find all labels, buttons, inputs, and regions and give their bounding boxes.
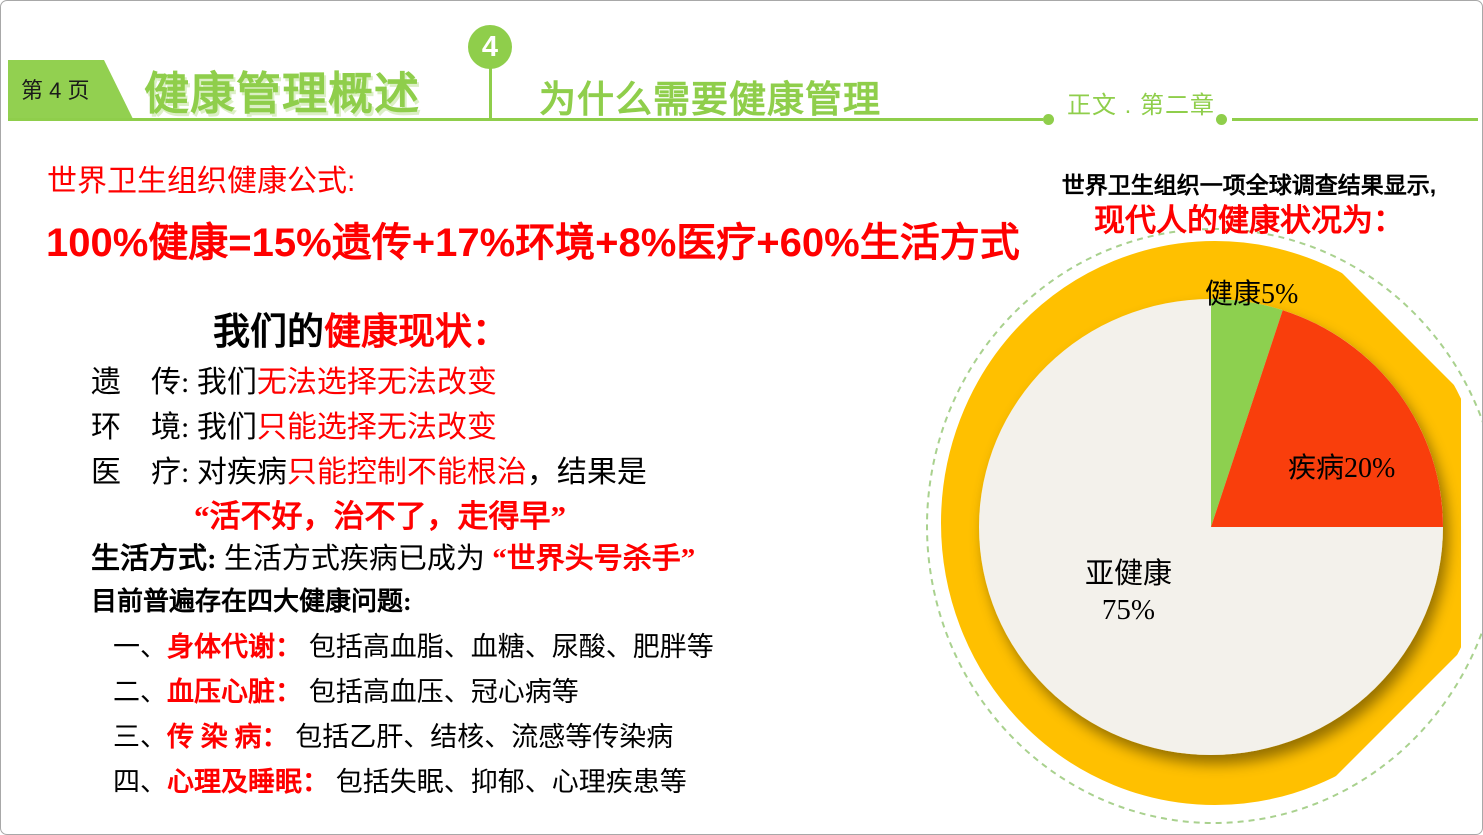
line-black-text: 我们	[189, 366, 257, 399]
pie-label-subhealth-value: 75%	[1101, 594, 1156, 626]
breadcrumb: 正文 . 第二章	[1067, 92, 1216, 119]
pie-label-disease: 疾病20%	[1288, 453, 1396, 484]
line-black-text: 我们	[189, 411, 257, 444]
line-black-text: 生活方式疾病已成为	[216, 543, 493, 575]
page-number-label: 第 4 页	[21, 78, 90, 103]
section-title: 健康管理概述	[144, 68, 421, 119]
status-heading-red: 健康现状：	[324, 312, 509, 353]
line-red-text: 只能控制不能根治	[286, 456, 527, 489]
health-formula: 100%健康=15%遗传+17%环境+8%医疗+60%生活方式	[46, 221, 1020, 265]
line-red-text: 只能选择无法改变	[256, 411, 497, 444]
item-name: 传 染 病：	[167, 722, 289, 752]
pie-slice-subhealth	[979, 299, 1443, 755]
line-tail-text: ，结果是	[526, 456, 647, 489]
chart-title-line2: 现代人的健康状况为：	[1094, 203, 1404, 238]
line-red-text: “世界头号杀手”	[492, 543, 696, 575]
item-name: 身体代谢：	[167, 632, 302, 662]
header-rule-left	[8, 118, 1043, 121]
item-desc: 包括高血脂、血糖、尿酸、肥胖等	[302, 632, 714, 662]
item-desc: 包括乙肝、结核、流感等传染病	[288, 722, 674, 752]
chapter-number-badge: 4	[468, 25, 512, 69]
problem-item-infectious: 三、传 染 病： 包括乙肝、结核、流感等传染病	[113, 715, 673, 754]
problem-item-metabolism: 一、身体代谢： 包括高血脂、血糖、尿酸、肥胖等	[113, 625, 714, 664]
item-number: 二、	[113, 677, 167, 707]
pie-label-subhealth-name: 亚健康	[1084, 558, 1172, 590]
pie-slice-healthy	[1211, 299, 1283, 527]
decor-dot-right	[1216, 114, 1227, 125]
item-number: 一、	[113, 632, 167, 662]
pie-slice-disease	[1211, 310, 1443, 527]
header-rule-right	[1232, 118, 1478, 121]
problem-item-cardio: 二、血压心脏： 包括高血压、冠心病等	[113, 670, 579, 709]
chart-title-line1: 世界卫生组织一项全球调查结果显示,	[1061, 172, 1437, 198]
medical-quote: “活不好，治不了，走得早”	[194, 499, 566, 534]
header-vertical-divider	[489, 68, 492, 120]
page-number-tab: 第 4 页	[8, 60, 134, 121]
status-line-environment: 环 境: 我们只能选择无法改变	[91, 402, 497, 446]
item-name: 血压心脏：	[167, 677, 302, 707]
problem-item-mental-sleep: 四、心理及睡眠： 包括失眠、抑郁、心理疾患等	[113, 760, 687, 799]
line-label: 医 疗:	[91, 456, 190, 489]
status-line-lifestyle: 生活方式: 生活方式疾病已成为 “世界头号杀手”	[91, 535, 695, 577]
status-heading-black: 我们的	[213, 312, 324, 353]
item-desc: 包括高血压、冠心病等	[302, 677, 579, 707]
line-black-text: 对疾病	[189, 456, 287, 489]
line-red-text: 无法选择无法改变	[256, 366, 497, 399]
dashed-ellipse-decor	[926, 228, 1482, 824]
status-line-genetics: 遗 传: 我们无法选择无法改变	[91, 357, 497, 401]
line-label: 环 境:	[91, 411, 190, 444]
who-formula-intro: 世界卫生组织健康公式:	[47, 165, 356, 198]
item-number: 三、	[113, 722, 167, 752]
status-line-medical: 医 疗: 对疾病只能控制不能根治，结果是	[91, 447, 647, 491]
problems-heading: 目前普遍存在四大健康问题:	[91, 587, 412, 616]
decor-dot-left	[1043, 114, 1054, 125]
pie-outer-ring	[941, 241, 1461, 805]
page-title: 为什么需要健康管理	[539, 79, 881, 120]
line-label: 遗 传:	[91, 366, 190, 399]
pie-label-subhealth: 亚健康 75%	[1036, 556, 1221, 628]
item-desc: 包括失眠、抑郁、心理疾患等	[329, 767, 687, 797]
pie-label-healthy: 健康5%	[1205, 279, 1299, 310]
item-number: 四、	[113, 767, 167, 797]
line-label: 生活方式:	[91, 543, 217, 575]
status-heading: 我们的健康现状：	[213, 301, 509, 355]
item-name: 心理及睡眠：	[167, 767, 329, 797]
